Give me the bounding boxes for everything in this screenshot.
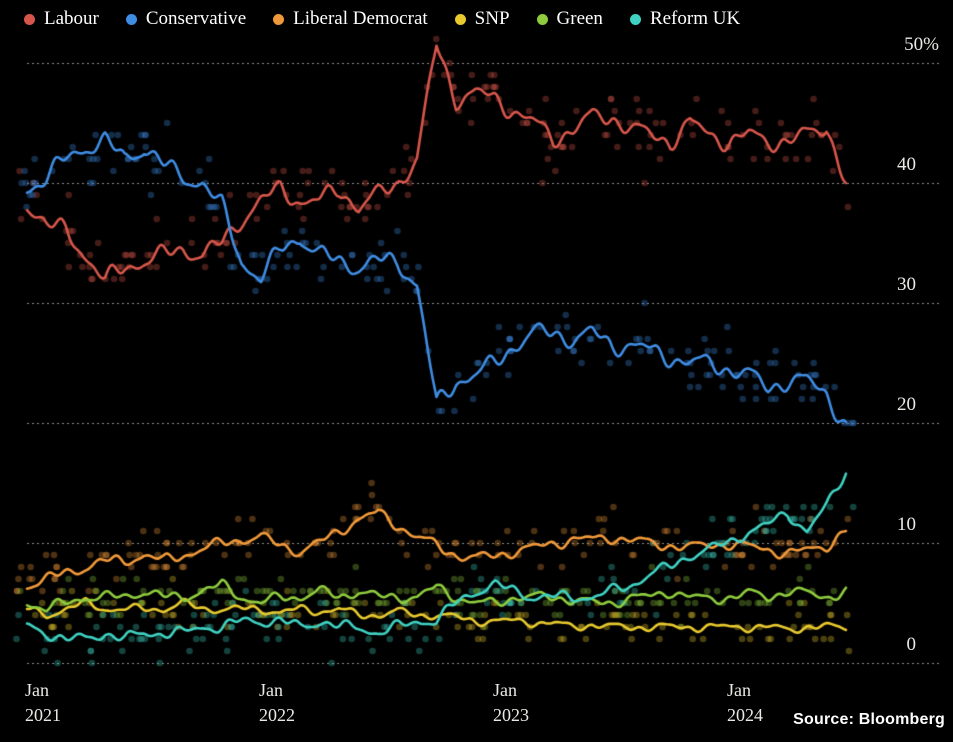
legend-item-conservative[interactable]: Conservative	[125, 8, 247, 30]
x-tick-2023: Jan 2023	[493, 680, 529, 725]
green-legend-dot-icon	[536, 13, 548, 25]
legend-label: Liberal Democrat	[293, 8, 428, 29]
reform-uk-legend-dot-icon	[629, 13, 641, 25]
x-tick-2022: Jan 2022	[259, 680, 295, 725]
y-tick-0: 0	[906, 634, 917, 655]
legend-label: Green	[556, 8, 603, 29]
legend-label: SNP	[474, 8, 510, 29]
x-tick-2024: Jan 2024	[727, 680, 763, 725]
conservative-legend-dot-icon	[125, 13, 137, 25]
y-tick-40: 40	[897, 154, 916, 175]
legend-item-labour[interactable]: Labour	[24, 8, 99, 30]
x-tick-2021: Jan 2021	[25, 680, 61, 725]
source-label: Source: Bloomberg	[793, 711, 945, 728]
legend-item-reform-uk[interactable]: Reform UK	[629, 8, 741, 30]
y-tick-10: 10	[897, 514, 916, 535]
legend-item-green[interactable]: Green	[536, 8, 603, 30]
y-tick-20: 20	[897, 394, 916, 415]
legend-label: Reform UK	[649, 8, 741, 29]
snp-legend-dot-icon	[454, 13, 466, 25]
legend-label: Labour	[44, 8, 99, 29]
labour-legend-dot-icon	[24, 13, 35, 25]
legend: Labour Conservative Liberal Democrat SNP Gre…	[24, 8, 740, 30]
legend-item-snp[interactable]: SNP	[454, 8, 510, 30]
legend-item-liberal-democrat[interactable]: Liberal Democrat	[273, 8, 428, 30]
y-tick-30: 30	[897, 274, 916, 295]
y-tick-50-: 50%	[904, 34, 939, 55]
legend-label: Conservative	[145, 8, 247, 29]
liberal-democrat-legend-dot-icon	[273, 13, 285, 25]
